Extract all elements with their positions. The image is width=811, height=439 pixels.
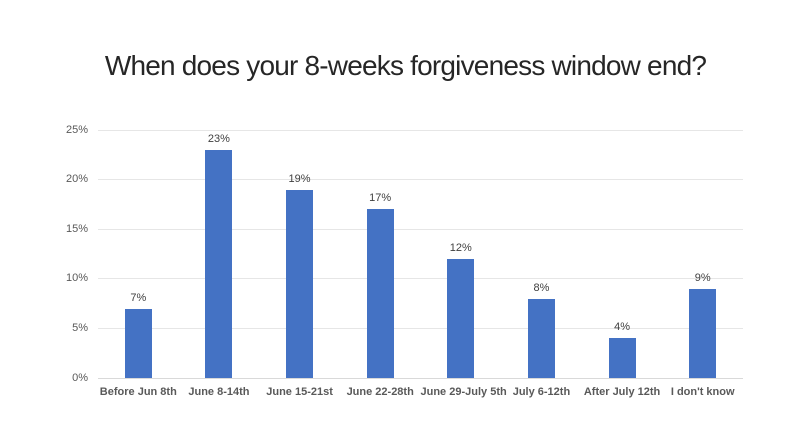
bar-data-label: 9% xyxy=(694,271,711,284)
bar-data-label: 7% xyxy=(130,291,147,304)
x-axis-category-label: June 22-28th xyxy=(346,386,414,398)
bar xyxy=(689,288,717,378)
bar xyxy=(527,298,555,378)
gridline xyxy=(98,179,743,181)
gridline xyxy=(98,129,743,131)
bar xyxy=(608,338,636,378)
y-axis-tick-label: 0% xyxy=(72,371,88,384)
x-axis-category-label: I don't know xyxy=(670,386,735,398)
bar-data-label: 12% xyxy=(449,241,472,254)
y-axis-tick-label: 25% xyxy=(65,123,88,136)
bar-data-label: 8% xyxy=(533,281,550,294)
bar xyxy=(286,189,314,378)
bar-data-label: 4% xyxy=(614,321,631,334)
bar-data-label: 17% xyxy=(369,192,392,205)
y-axis-tick-label: 5% xyxy=(72,321,88,334)
x-axis-category-label: June 29-July 5th xyxy=(420,386,507,398)
bar-data-label: 23% xyxy=(207,132,230,145)
gridline xyxy=(98,228,743,230)
bar xyxy=(124,308,152,378)
chart-title: When does your 8-weeks forgiveness windo… xyxy=(104,50,707,81)
gridline xyxy=(98,327,743,329)
bar xyxy=(447,258,475,378)
x-axis-category-label: June 15-21st xyxy=(266,386,333,398)
bar xyxy=(366,209,394,378)
x-axis-category-label: After July 12th xyxy=(583,386,661,398)
x-axis-category-label: Before Jun 8th xyxy=(99,386,177,398)
y-axis-tick-label: 20% xyxy=(65,173,88,186)
y-axis-tick-label: 10% xyxy=(65,272,88,285)
x-axis-line xyxy=(98,377,743,379)
bar xyxy=(205,149,233,378)
bar-data-label: 19% xyxy=(288,172,311,185)
y-axis-tick-label: 15% xyxy=(65,222,88,235)
gridline xyxy=(98,278,743,280)
x-axis-category-label: July 6-12th xyxy=(512,386,571,398)
x-axis-category-label: June 8-14th xyxy=(188,386,250,398)
